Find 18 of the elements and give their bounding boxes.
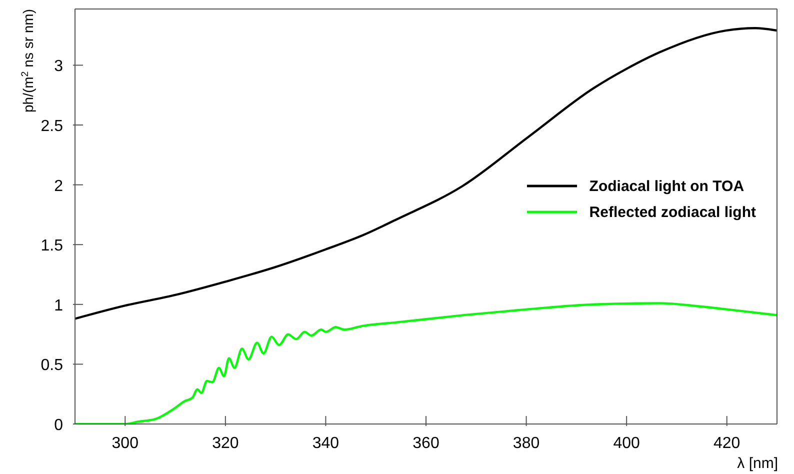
x-tick-label: 340 [312, 435, 340, 452]
x-tick-label: 420 [714, 435, 740, 452]
y-tick-label: 2 [54, 178, 64, 195]
x-tick-label: 380 [512, 435, 540, 452]
x-axis-title: λ [nm] [737, 455, 778, 472]
y-tick-label: 2.5 [40, 118, 64, 136]
y-tick-label: 1 [54, 297, 64, 314]
y-tick-label: 3 [54, 58, 64, 76]
y-tick-label: 0.5 [40, 357, 64, 374]
y-tick-label: 1.5 [40, 238, 64, 255]
line-series [75, 27, 777, 320]
x-tick-label: 300 [112, 435, 139, 452]
y-tick-label: 0 [54, 417, 64, 434]
legend-label: Zodiacal light on TOA [589, 178, 744, 194]
x-tick-label: 360 [412, 435, 440, 452]
legend-label: Reflected zodiacal light [589, 204, 756, 220]
x-tick-label: 400 [613, 435, 640, 452]
x-tick-label: 320 [212, 435, 239, 452]
